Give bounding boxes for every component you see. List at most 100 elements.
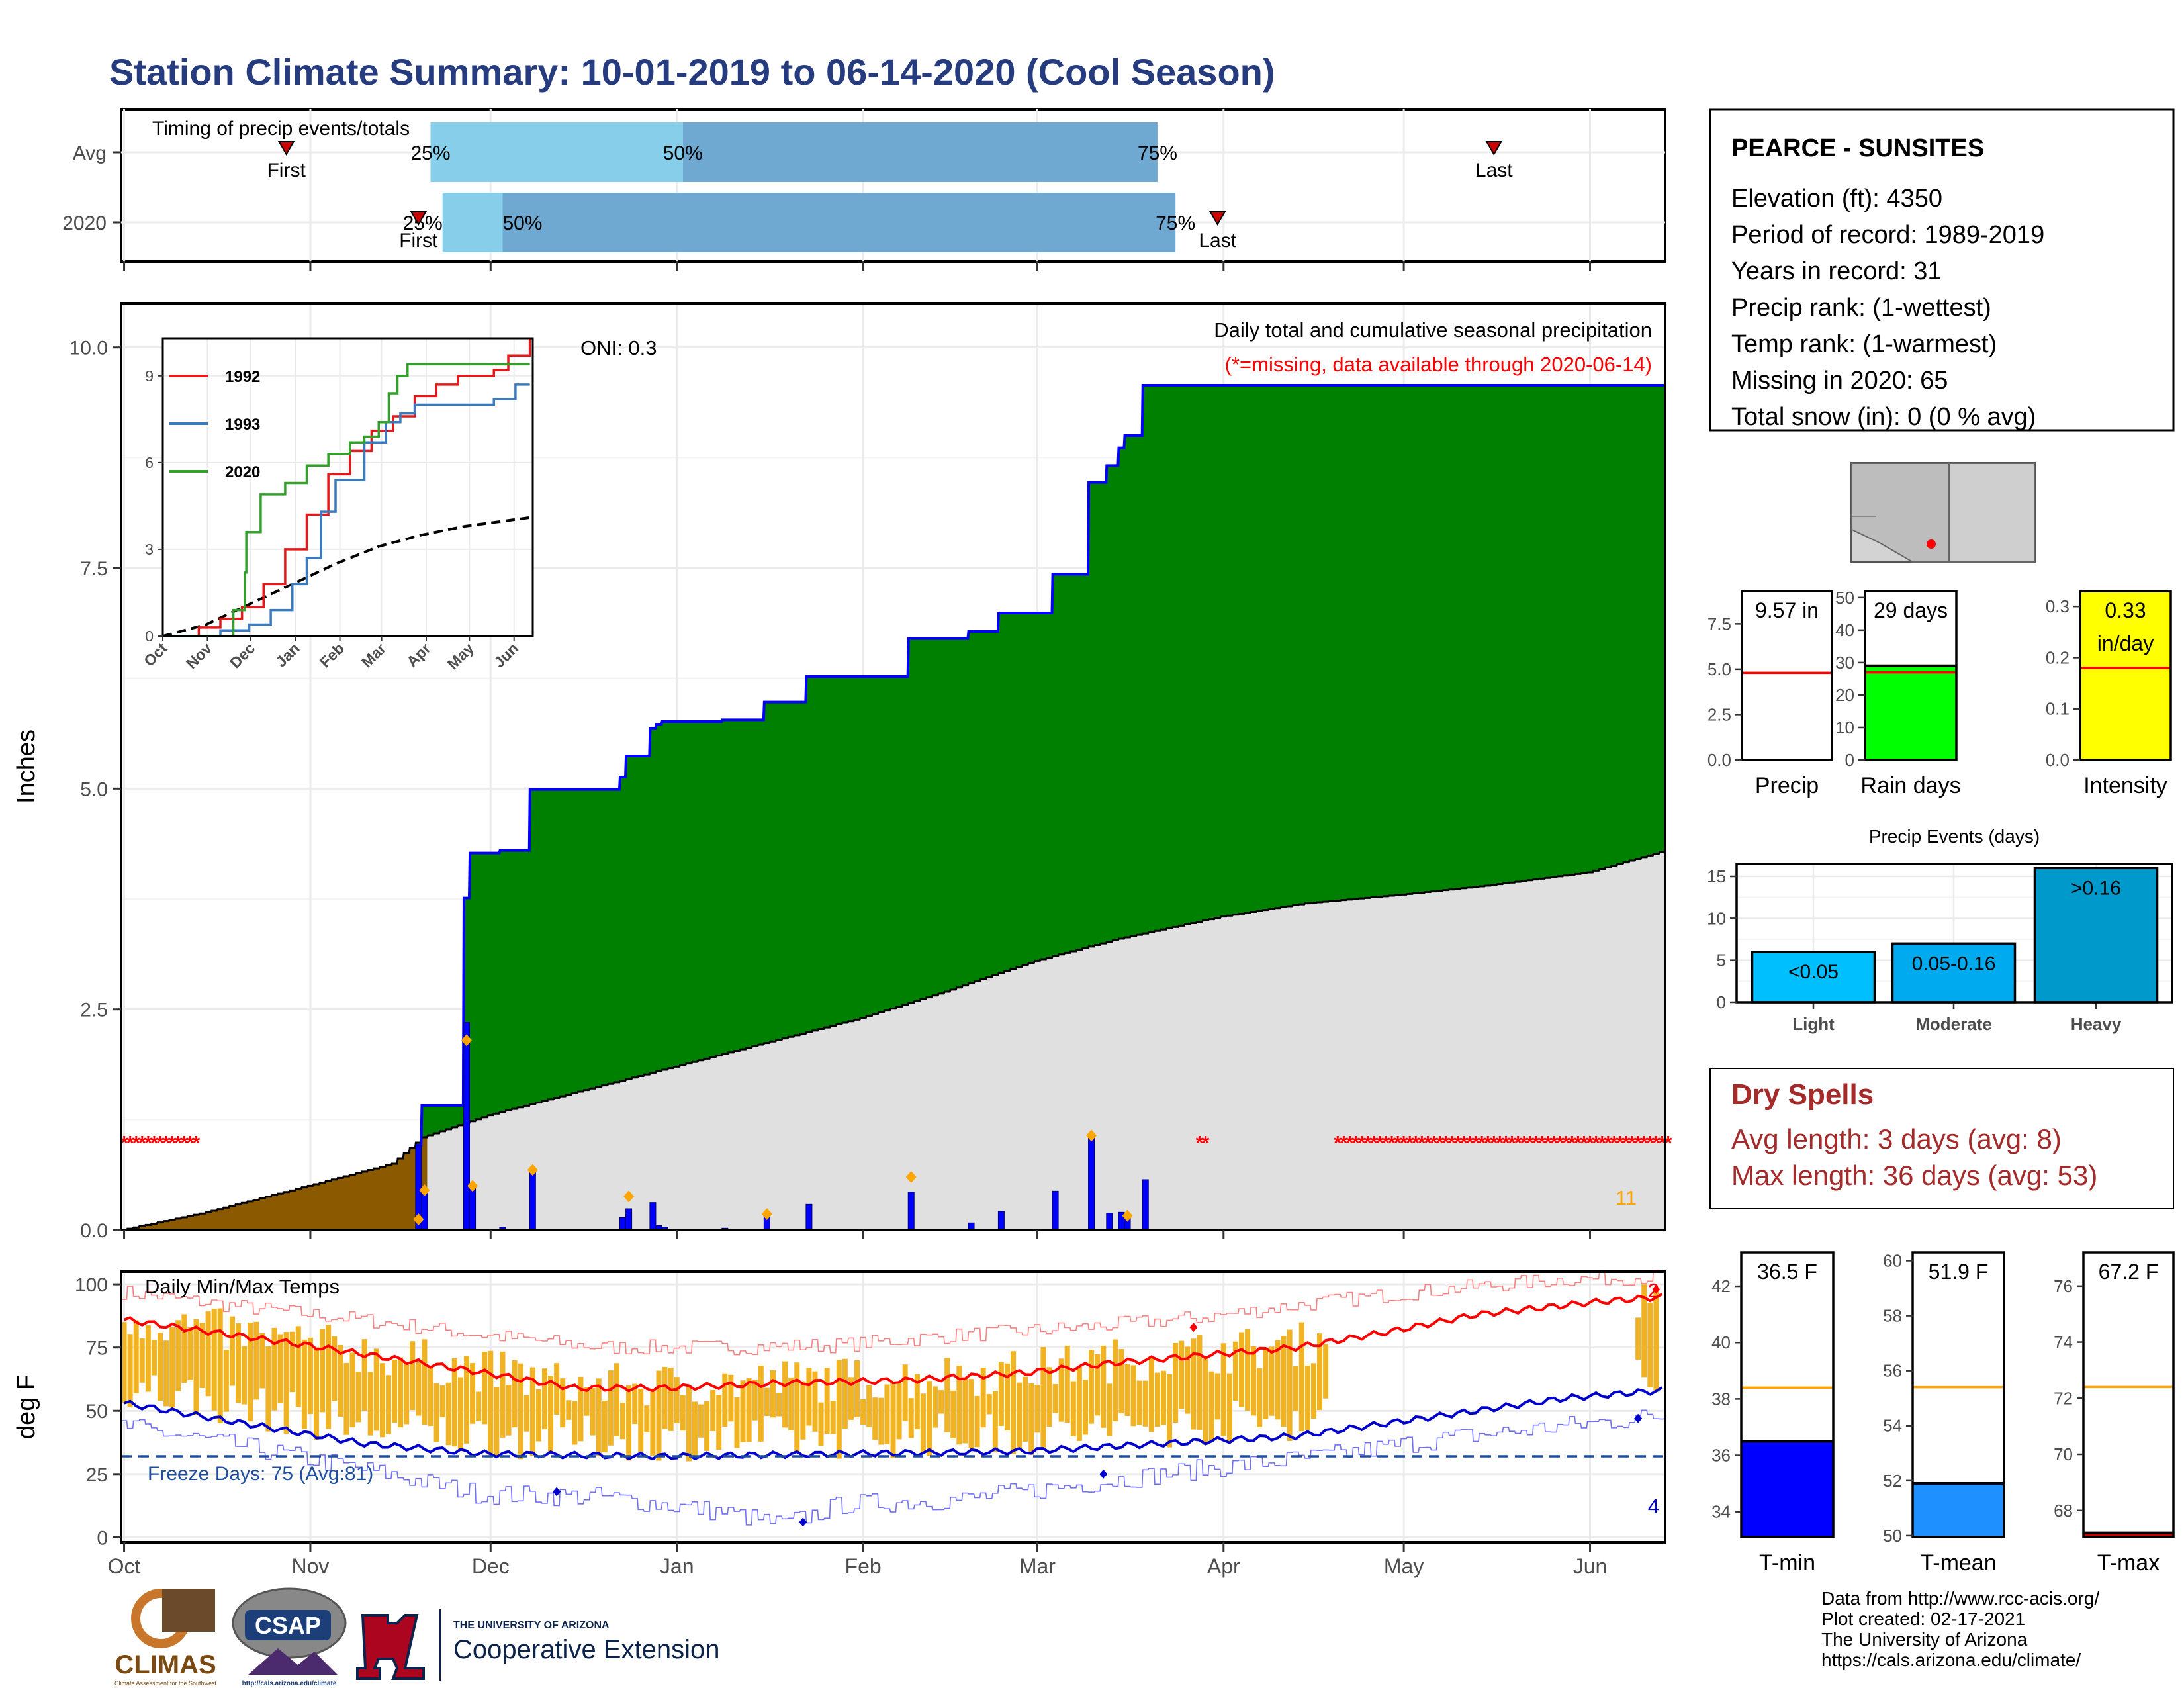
freeze-days-label: Freeze Days: 75 (Avg:81): [148, 1463, 373, 1485]
month-label: Apr: [1207, 1554, 1240, 1578]
intensity-value-label: 0.33: [2105, 598, 2146, 622]
daily-temp-bar: [1028, 1383, 1034, 1455]
station-info-line: Period of record: 1989-2019: [1731, 221, 2044, 249]
climas-logo-text: CLIMAS: [114, 1650, 216, 1679]
daily-temp-bar: [1107, 1383, 1113, 1436]
temp-record-marker: [1652, 1284, 1661, 1294]
daily-temp-bar: [860, 1399, 866, 1425]
daily-temp-bar: [392, 1360, 398, 1423]
tmin-summary-value-label: 36.5 F: [1757, 1260, 1817, 1284]
tmin-summary-bar: [1741, 1441, 1833, 1537]
missing-day-marker: *: [1568, 1133, 1576, 1154]
daily-temp-bar: [1113, 1339, 1118, 1421]
daily-temp-bar: [205, 1311, 211, 1397]
month-label: Jan: [660, 1554, 694, 1578]
inset-series-1993: [163, 383, 530, 637]
rain-days-frame: [1864, 590, 1958, 761]
daily-temp-bar: [818, 1402, 824, 1446]
missing-day-marker: *: [1340, 1133, 1347, 1154]
missing-day-marker: *: [1472, 1133, 1480, 1154]
precip-total-panel: 0.0 2.5 5.0 7.5 9.57 in Precip: [1707, 590, 1833, 798]
station-info-line: Precip rank: (1-wettest): [1731, 294, 1991, 322]
footer-credit-line: The University of Arizona: [1821, 1629, 2028, 1650]
missing-day-marker: *: [1346, 1133, 1354, 1154]
station-info-line: Temp rank: (1-warmest): [1731, 330, 1997, 358]
daily-temp-bar: [236, 1323, 242, 1403]
missing-day-marker: *: [1382, 1133, 1390, 1154]
missing-day-marker: *: [1412, 1133, 1420, 1154]
rain-days-ytick-label: 10: [1835, 718, 1854, 737]
daily-temp-bar: [355, 1372, 361, 1423]
missing-day-marker: *: [1460, 1133, 1468, 1154]
timing-label-50: 50%: [502, 212, 542, 234]
ua-logo-a-icon: [356, 1614, 425, 1680]
locator-map: [1850, 462, 2036, 563]
precip-ytick-label: 10.0: [69, 338, 108, 359]
daily-record-marker: [419, 1184, 430, 1196]
daily-temp-bar: [1269, 1346, 1275, 1416]
tmax-summary-value-label: 67.2 F: [2099, 1260, 2159, 1284]
daily-temp-bar: [223, 1350, 229, 1412]
daily-precip-bar: [805, 1203, 813, 1231]
daily-precip-bar: [529, 1168, 536, 1231]
temp-ytick-label: 0: [97, 1527, 108, 1549]
precip-events-bar-label: >0.16: [2071, 877, 2121, 899]
missing-day-marker: *: [1418, 1133, 1426, 1154]
missing-day-marker: *: [1448, 1133, 1456, 1154]
daily-temp-bar: [181, 1314, 187, 1383]
daily-temp-bar: [902, 1364, 908, 1421]
precip-events-title: Precip Events (days): [1869, 826, 2040, 847]
dry-spells-avg: Avg length: 3 days (avg: 8): [1731, 1123, 2062, 1154]
temp-ytick-label: 50: [86, 1401, 108, 1423]
precip-events-frame: [1735, 863, 2173, 1004]
daily-temp-bar: [1185, 1346, 1191, 1414]
daily-temp-bar: [451, 1358, 457, 1447]
avg-tmax-line: [123, 1292, 1663, 1393]
missing-day-marker: *: [1598, 1133, 1606, 1154]
timing-row-label: Avg: [73, 142, 107, 164]
daily-temp-bar: [127, 1334, 133, 1407]
daily-temp-bar: [842, 1358, 848, 1429]
csap-logo-text: CSAP: [255, 1612, 321, 1639]
daily-temp-bar: [632, 1383, 638, 1425]
tmax-summary-ytick-label: 72: [2054, 1388, 2073, 1408]
climas-logo-mesa-icon: [162, 1589, 215, 1632]
daily-temp-bar: [187, 1327, 193, 1380]
station-info-line: Total snow (in): 0 (0 % avg): [1731, 403, 2036, 431]
daily-temp-bar: [740, 1380, 746, 1442]
tmean-summary-ytick-label: 60: [1883, 1250, 1902, 1270]
daily-temp-bar: [722, 1373, 728, 1427]
daily-temp-bar: [271, 1327, 277, 1411]
missing-day-marker: *: [1334, 1133, 1342, 1154]
daily-temp-bar: [992, 1391, 998, 1452]
daily-temp-bar: [1070, 1381, 1076, 1436]
timing-first-label: First: [267, 160, 306, 181]
daily-temp-bar: [416, 1362, 422, 1416]
tmax-summary-ytick-label: 74: [2054, 1333, 2073, 1352]
tmax-summary-ytick-label: 76: [2054, 1276, 2073, 1296]
daily-temp-bar: [752, 1380, 758, 1421]
tmin-summary-ytick-label: 36: [1711, 1446, 1731, 1466]
daily-precip-bar: [1052, 1190, 1059, 1231]
daily-temp-bar: [541, 1368, 547, 1430]
daily-temp-bar: [1304, 1365, 1310, 1430]
missing-day-marker: *: [1616, 1133, 1624, 1154]
daily-temp-bar: [301, 1339, 307, 1429]
ua-logo-big-text: Cooperative Extension: [453, 1635, 719, 1664]
daily-temp-bar: [1136, 1380, 1142, 1425]
daily-temp-bar: [1064, 1346, 1070, 1423]
temp-ytick-label: 25: [86, 1464, 108, 1486]
daily-temp-bar: [1232, 1341, 1238, 1401]
tmean-summary-ytick-label: 50: [1883, 1526, 1902, 1546]
missing-day-marker: *: [1550, 1133, 1558, 1154]
daily-temp-bar: [596, 1378, 602, 1456]
daily-temp-bar: [253, 1321, 259, 1400]
footer-credit-line: Data from http://www.rcc-acis.org/: [1821, 1588, 2099, 1609]
daily-temp-bar: [1034, 1385, 1040, 1433]
missing-day-marker: *: [1388, 1133, 1396, 1154]
missing-day-marker: *: [1502, 1133, 1510, 1154]
tmean-summary-ytick-label: 58: [1883, 1306, 1902, 1326]
rain-days-value-label: 29 days: [1874, 598, 1948, 622]
missing-day-marker: *: [1526, 1133, 1534, 1154]
daily-temp-bar: [199, 1323, 205, 1389]
